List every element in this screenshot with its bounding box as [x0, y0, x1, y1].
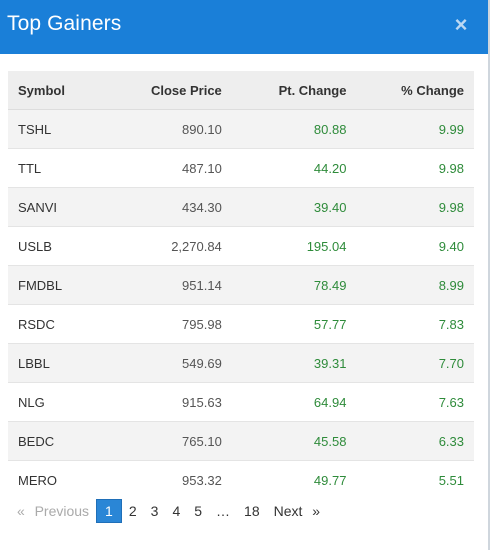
cell-symbol: SANVI: [8, 187, 103, 227]
cell-symbol: USLB: [8, 226, 103, 266]
pagination: « Previous 1 2 3 4 5 … 18 Next »: [8, 499, 329, 523]
dialog-title: Top Gainers: [7, 12, 122, 35]
cell-pt-change: 57.77: [231, 304, 357, 344]
cell-symbol: LBBL: [8, 343, 103, 383]
cell-close-price: 915.63: [102, 382, 232, 422]
header-close-price[interactable]: Close Price: [102, 71, 232, 110]
cell-close-price: 953.32: [102, 460, 232, 499]
cell-pct-change: 9.98: [356, 148, 474, 188]
cell-close-price: 2,270.84: [102, 226, 232, 266]
cell-close-price: 487.10: [102, 148, 232, 188]
page-2-button[interactable]: 2: [128, 503, 137, 519]
cell-pct-change: 7.83: [356, 304, 474, 344]
table-row[interactable]: TSHL 890.10 80.88 9.99: [8, 109, 474, 149]
cell-symbol: RSDC: [8, 304, 103, 344]
next-arrow-icon: »: [312, 503, 320, 519]
table-row[interactable]: NLG 915.63 64.94 7.63: [8, 382, 474, 422]
cell-pt-change: 49.77: [231, 460, 357, 499]
cell-pct-change: 9.99: [356, 109, 474, 149]
cell-pct-change: 7.63: [356, 382, 474, 422]
cell-pct-change: 5.51: [356, 460, 474, 499]
close-icon[interactable]: ×: [454, 12, 468, 37]
cell-symbol: NLG: [8, 382, 103, 422]
cell-pt-change: 78.49: [231, 265, 357, 305]
cell-pt-change: 39.31: [231, 343, 357, 383]
cell-close-price: 765.10: [102, 421, 232, 461]
next-button[interactable]: Next »: [267, 500, 329, 522]
pagination-ellipsis: …: [216, 503, 231, 519]
cell-symbol: BEDC: [8, 421, 103, 461]
table-row[interactable]: SANVI 434.30 39.40 9.98: [8, 187, 474, 227]
cell-pct-change: 9.98: [356, 187, 474, 227]
cell-symbol: MERO: [8, 460, 103, 499]
cell-pt-change: 45.58: [231, 421, 357, 461]
table-row[interactable]: RSDC 795.98 57.77 7.83: [8, 304, 474, 344]
cell-symbol: FMDBL: [8, 265, 103, 305]
previous-arrow-icon: «: [17, 503, 25, 519]
table-row[interactable]: TTL 487.10 44.20 9.98: [8, 148, 474, 188]
cell-pt-change: 44.20: [231, 148, 357, 188]
page-18-button[interactable]: 18: [244, 503, 260, 519]
cell-close-price: 549.69: [102, 343, 232, 383]
gainers-table: Symbol Close Price Pt. Change % Change T…: [8, 71, 474, 499]
cell-close-price: 951.14: [102, 265, 232, 305]
table-row[interactable]: BEDC 765.10 45.58 6.33: [8, 421, 474, 461]
cell-pct-change: 7.70: [356, 343, 474, 383]
page-numbers: 1 2 3 4 5 … 18: [96, 499, 267, 523]
table-row[interactable]: LBBL 549.69 39.31 7.70: [8, 343, 474, 383]
cell-close-price: 795.98: [102, 304, 232, 344]
cell-close-price: 890.10: [102, 109, 232, 149]
cell-pt-change: 195.04: [231, 226, 357, 266]
cell-pt-change: 80.88: [231, 109, 357, 149]
previous-button[interactable]: « Previous: [8, 500, 96, 522]
cell-pt-change: 39.40: [231, 187, 357, 227]
header-symbol[interactable]: Symbol: [8, 71, 103, 110]
header-pct-change[interactable]: % Change: [356, 71, 474, 110]
cell-pct-change: 6.33: [356, 421, 474, 461]
page-4-button[interactable]: 4: [172, 503, 181, 519]
next-label: Next: [273, 503, 303, 519]
previous-label: Previous: [34, 503, 90, 519]
header-pt-change[interactable]: Pt. Change: [231, 71, 357, 110]
page-3-button[interactable]: 3: [150, 503, 159, 519]
cell-symbol: TSHL: [8, 109, 103, 149]
table-row[interactable]: MERO 953.32 49.77 5.51: [8, 460, 474, 499]
table-row[interactable]: FMDBL 951.14 78.49 8.99: [8, 265, 474, 305]
table-header-row: Symbol Close Price Pt. Change % Change: [8, 71, 474, 110]
gainers-table-container: Symbol Close Price Pt. Change % Change T…: [8, 71, 474, 499]
page-5-button[interactable]: 5: [194, 503, 203, 519]
page-1-button[interactable]: 1: [96, 499, 122, 523]
cell-symbol: TTL: [8, 148, 103, 188]
table-row[interactable]: USLB 2,270.84 195.04 9.40: [8, 226, 474, 266]
cell-pct-change: 9.40: [356, 226, 474, 266]
dialog-header: Top Gainers ×: [0, 0, 488, 54]
cell-pt-change: 64.94: [231, 382, 357, 422]
cell-close-price: 434.30: [102, 187, 232, 227]
cell-pct-change: 8.99: [356, 265, 474, 305]
